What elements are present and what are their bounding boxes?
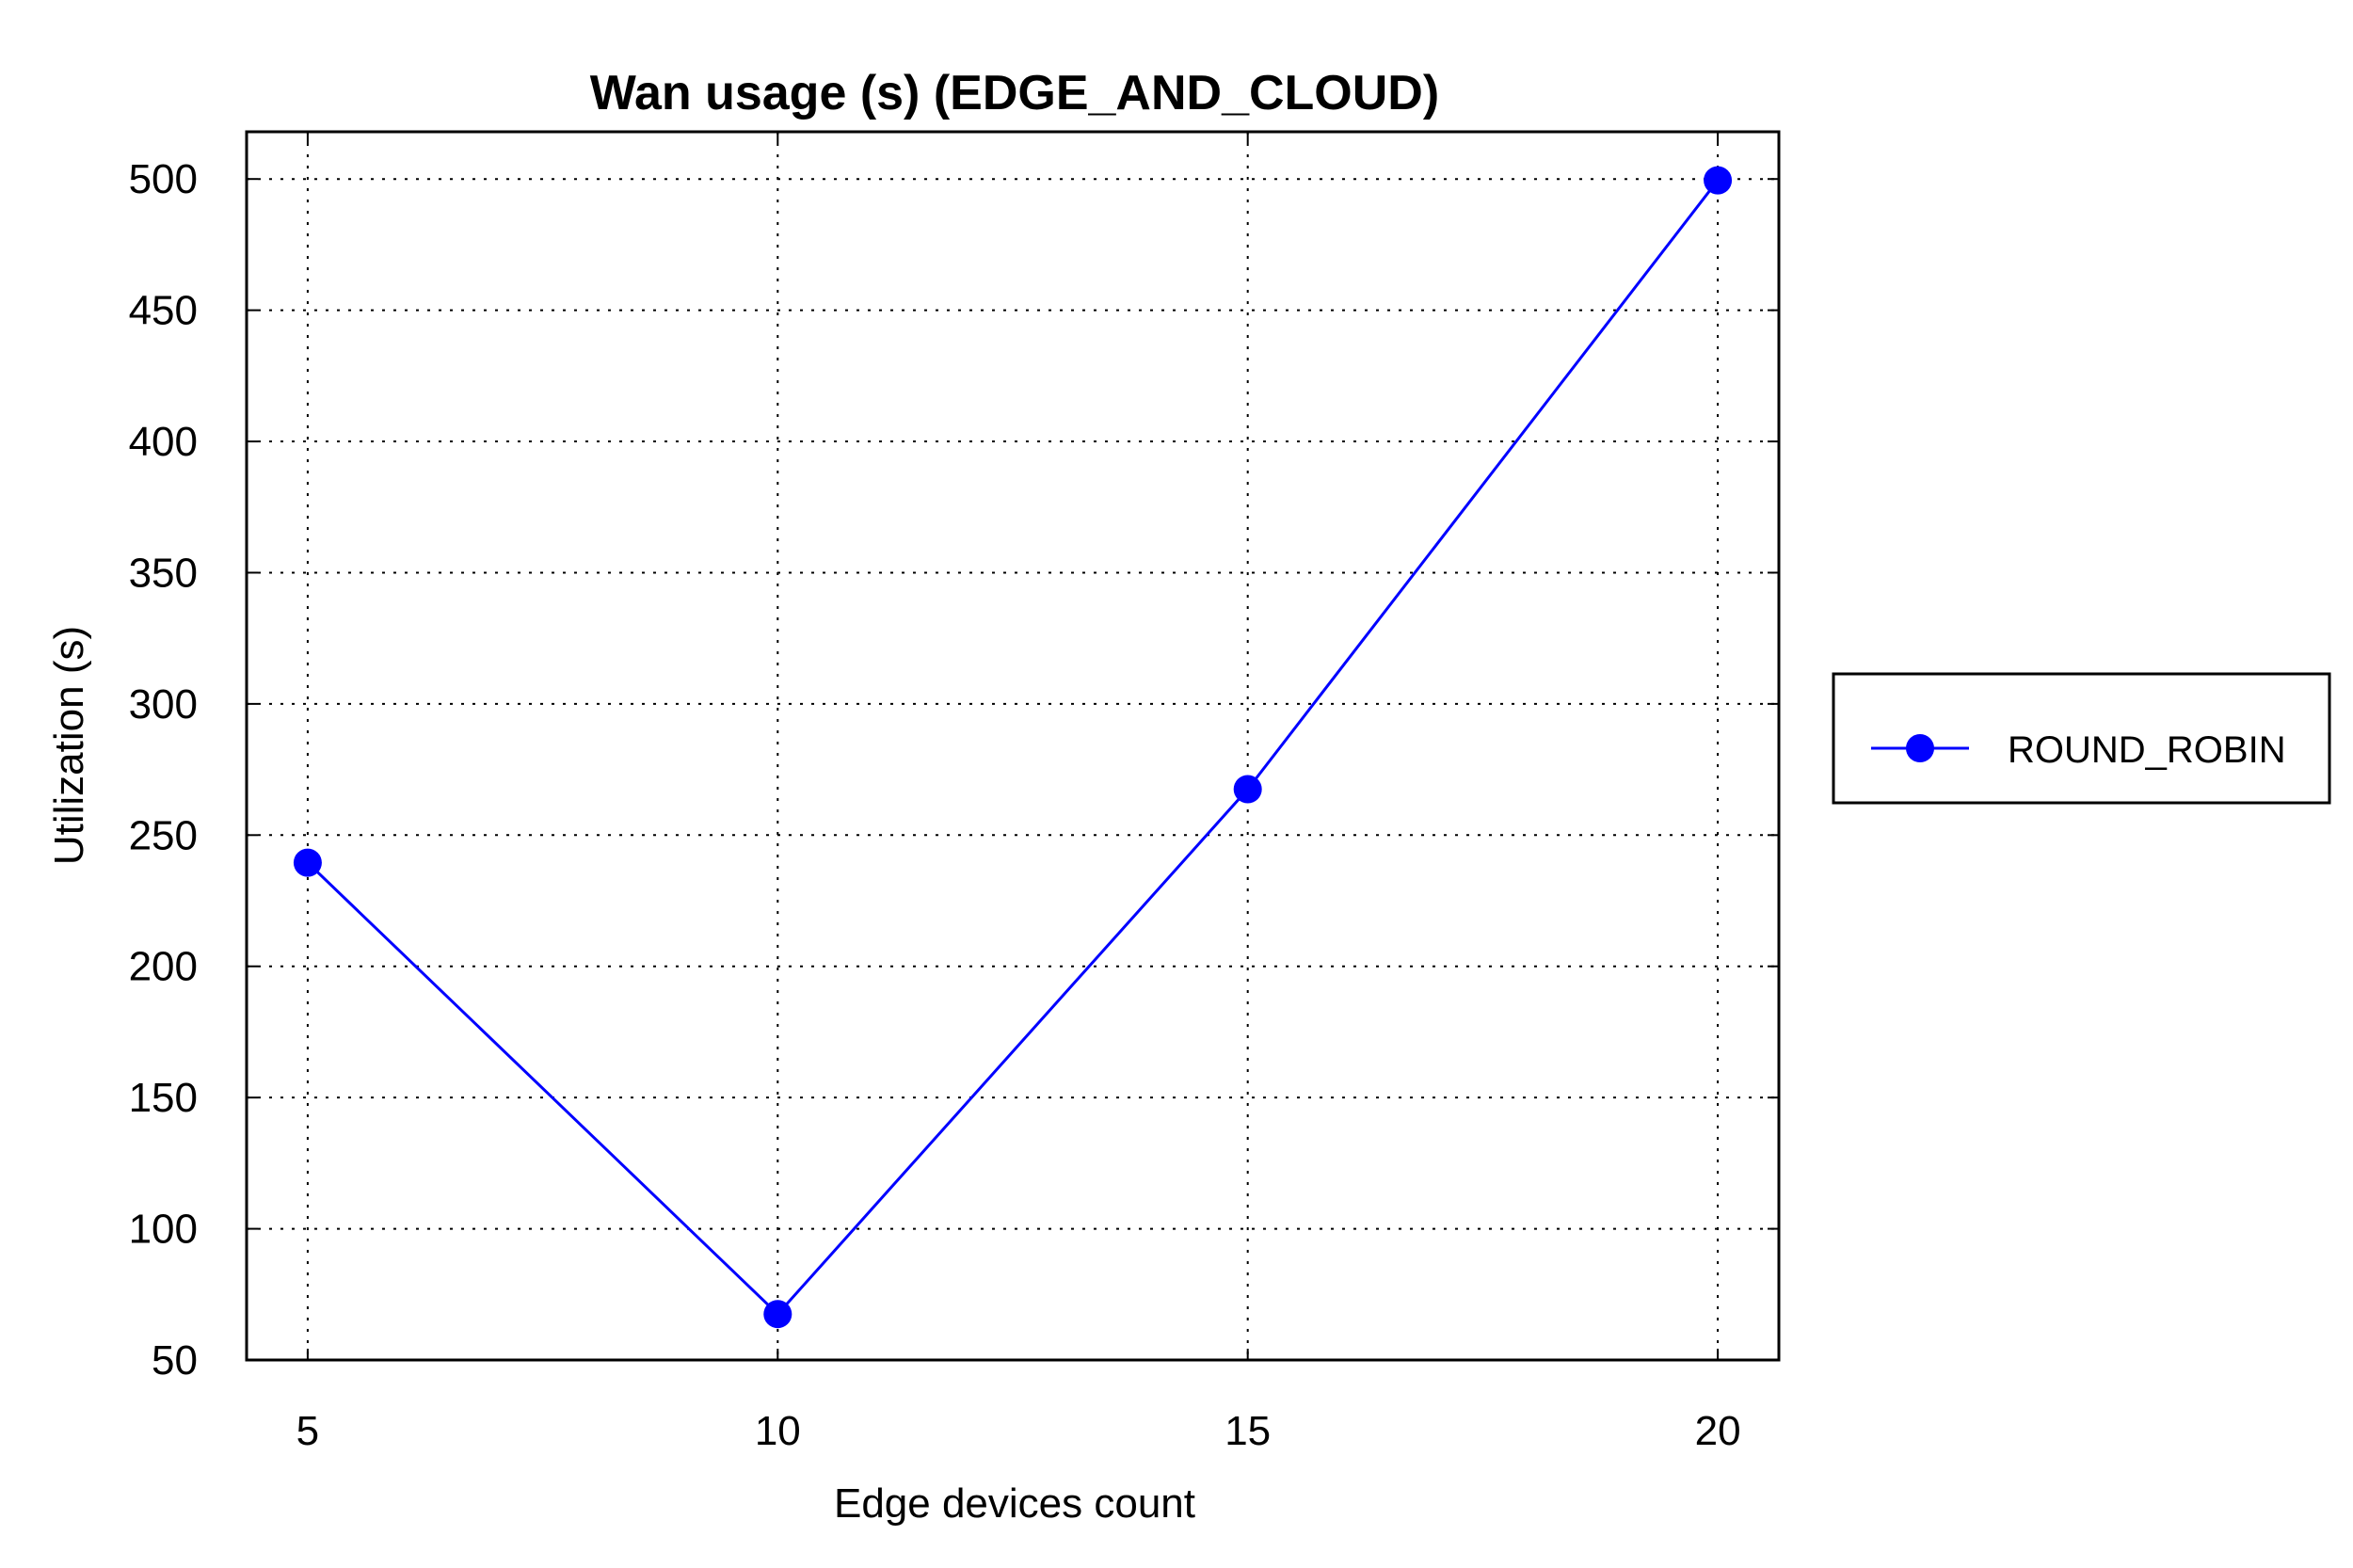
y-tick-label: 100 [129,1207,198,1253]
data-point [1704,166,1733,195]
y-tick-label: 250 [129,812,198,858]
y-tick-label: 450 [129,288,198,334]
grid-lines [247,132,1779,1361]
x-tick-label: 10 [755,1408,801,1454]
plot-frame [245,130,1781,1362]
x-tick-label: 20 [1695,1408,1741,1454]
x-tick-labels: 5 10 15 20 [296,1408,1741,1454]
y-tick-label: 500 [129,156,198,202]
y-tick-label: 350 [129,550,198,596]
x-tick-label: 15 [1225,1408,1271,1454]
chart-title: Wan usage (s) (EDGE_AND_CLOUD) [590,66,1439,120]
x-tick-label: 5 [296,1408,319,1454]
y-tick-label: 150 [129,1075,198,1121]
axis-ticks [247,132,1779,1361]
y-tick-label: 50 [152,1337,198,1384]
y-tick-label: 300 [129,681,198,728]
data-point [763,1300,792,1329]
y-tick-label: 200 [129,944,198,990]
data-point [1233,775,1262,804]
series-line-round-robin [306,179,1720,1317]
series-layer [293,166,1733,1329]
x-axis-label: Edge devices count [834,1480,1195,1527]
y-tick-labels: 50 100 150 200 250 300 350 400 450 500 [129,156,198,1384]
y-tick-label: 400 [129,419,198,465]
legend: ROUND_ROBIN [1832,672,2331,805]
legend-marker-round-robin [1906,734,1934,762]
legend-label-round-robin: ROUND_ROBIN [2008,729,2286,771]
y-axis-label: Utilization (s) [46,626,92,865]
data-point [293,848,322,877]
